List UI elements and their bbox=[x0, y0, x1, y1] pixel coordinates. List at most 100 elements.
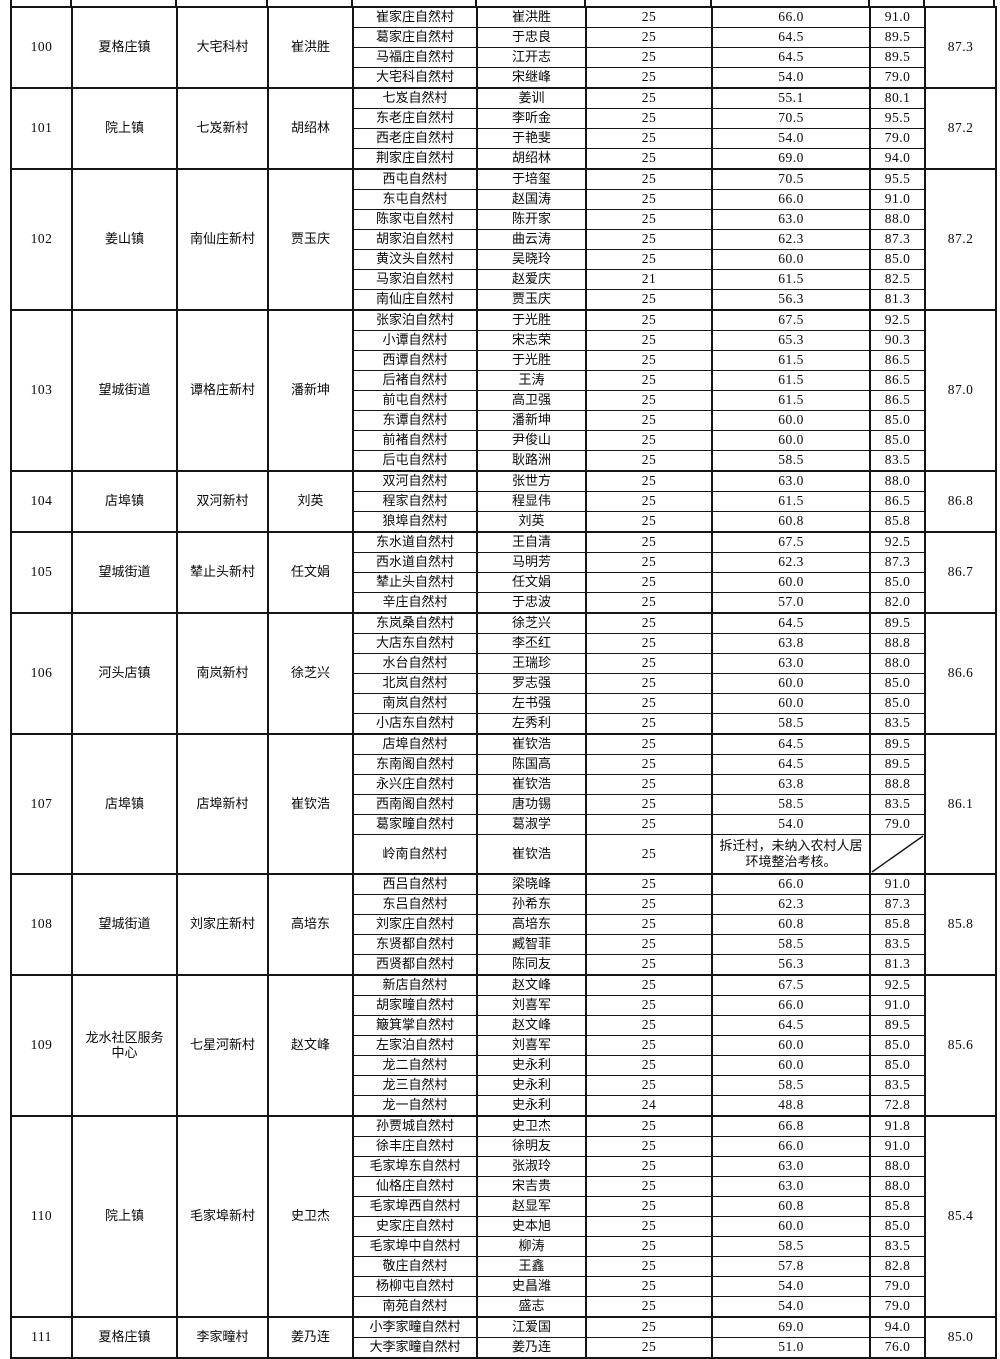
overall-score-cell: 87.2 bbox=[924, 168, 997, 311]
count-cell: 25 bbox=[585, 794, 713, 815]
score-cell: 61.5 bbox=[711, 269, 871, 290]
table-row: 荆家庄自然村 胡绍林 25 69.0 94.0 bbox=[11, 148, 996, 170]
new-village-cell: 刘家庄新村 bbox=[176, 873, 269, 976]
town-cell: 龙水社区服务中心 bbox=[71, 974, 178, 1117]
village-head-cell: 葛淑学 bbox=[476, 814, 587, 835]
score-cell: 95.5 bbox=[869, 108, 926, 129]
score-cell: 81.3 bbox=[869, 289, 926, 311]
natural-village-cell: 程家自然村 bbox=[352, 491, 478, 512]
score-cell: 85.8 bbox=[869, 914, 926, 935]
village-head-cell: 刘英 bbox=[476, 511, 587, 533]
natural-village-cell: 簸箕掌自然村 bbox=[352, 1015, 478, 1036]
count-cell: 25 bbox=[585, 450, 713, 472]
table-row: 北岚自然村 罗志强 25 60.0 85.0 bbox=[11, 673, 996, 694]
count-cell: 25 bbox=[585, 491, 713, 512]
count-cell: 25 bbox=[585, 1035, 713, 1056]
village-head-cell: 刘喜军 bbox=[476, 1035, 587, 1056]
village-head-cell: 陈开家 bbox=[476, 209, 587, 230]
score-cell: 90.3 bbox=[869, 330, 926, 351]
village-head-cell: 于培玺 bbox=[476, 168, 587, 190]
natural-village-cell: 毛家埠中自然村 bbox=[352, 1236, 478, 1257]
score-cell: 83.5 bbox=[869, 1236, 926, 1257]
score-cell: 86.5 bbox=[869, 390, 926, 411]
village-head-cell: 于光胜 bbox=[476, 309, 587, 331]
table-row: 陈家屯自然村 陈开家 25 63.0 88.0 bbox=[11, 209, 996, 230]
village-head-cell: 高培东 bbox=[476, 914, 587, 935]
village-head-cell: 赵国涛 bbox=[476, 189, 587, 210]
count-cell: 25 bbox=[585, 309, 713, 331]
village-head-cell: 赵文峰 bbox=[476, 1015, 587, 1036]
score-cell: 61.5 bbox=[711, 491, 871, 512]
new-village-cell: 毛家埠新村 bbox=[176, 1115, 269, 1318]
village-head-cell: 李听金 bbox=[476, 108, 587, 129]
count-cell: 25 bbox=[585, 633, 713, 654]
town-cell: 院上镇 bbox=[71, 1115, 178, 1318]
natural-village-cell: 徐丰庄自然村 bbox=[352, 1136, 478, 1157]
table-row: 葛家疃自然村 葛淑学 25 54.0 79.0 bbox=[11, 814, 996, 835]
count-cell: 25 bbox=[585, 754, 713, 775]
table-gridline bbox=[175, 0, 177, 6]
count-cell: 25 bbox=[585, 47, 713, 68]
village-head-cell: 徐明友 bbox=[476, 1136, 587, 1157]
score-cell: 63.8 bbox=[711, 774, 871, 795]
score-cell: 60.0 bbox=[711, 1216, 871, 1237]
village-head-cell: 史本旭 bbox=[476, 1216, 587, 1237]
score-cell: 86.5 bbox=[869, 350, 926, 371]
table-gridline bbox=[266, 0, 268, 6]
town-cell: 夏格庄镇 bbox=[71, 6, 178, 89]
town-cell: 望城街道 bbox=[71, 309, 178, 472]
new-village-cell: 七岌新村 bbox=[176, 87, 269, 170]
rank-cell: 101 bbox=[10, 87, 73, 170]
natural-village-cell: 双河自然村 bbox=[352, 470, 478, 492]
score-cell: 83.5 bbox=[869, 794, 926, 815]
natural-village-cell: 北岚自然村 bbox=[352, 673, 478, 694]
village-head-cell: 陈国高 bbox=[476, 754, 587, 775]
natural-village-cell: 左家泊自然村 bbox=[352, 1035, 478, 1056]
count-cell: 24 bbox=[585, 1095, 713, 1117]
new-village-cell: 谭格庄新村 bbox=[176, 309, 269, 472]
count-cell: 25 bbox=[585, 552, 713, 573]
score-cell: 85.0 bbox=[869, 410, 926, 431]
table-row: 仙格庄自然村 宋吉贵 25 63.0 88.0 bbox=[11, 1176, 996, 1197]
natural-village-cell: 辛庄自然村 bbox=[352, 592, 478, 614]
count-cell: 25 bbox=[585, 370, 713, 391]
count-cell: 25 bbox=[585, 6, 713, 28]
count-cell: 25 bbox=[585, 470, 713, 492]
score-cell: 63.0 bbox=[711, 1176, 871, 1197]
count-cell: 25 bbox=[585, 1276, 713, 1297]
score-cell: 85.0 bbox=[869, 572, 926, 593]
new-village-leader-cell: 任文娟 bbox=[267, 531, 354, 614]
table-row: 毛家埠东自然村 张淑玲 25 63.0 88.0 bbox=[11, 1156, 996, 1177]
table-row: 东屯自然村 赵国涛 25 66.0 91.0 bbox=[11, 189, 996, 210]
count-cell: 25 bbox=[585, 1015, 713, 1036]
score-cell: 88.8 bbox=[869, 774, 926, 795]
table-row: 东吕自然村 孙希东 25 62.3 87.3 bbox=[11, 894, 996, 915]
score-cell: 83.5 bbox=[869, 934, 926, 955]
table-row: 103 望城街道 谭格庄新村 潘新坤 张家泊自然村 于光胜 25 67.5 92.5 87.0 bbox=[10, 309, 997, 472]
natural-village-cell: 前屯自然村 bbox=[352, 390, 478, 411]
score-cell: 63.0 bbox=[711, 653, 871, 674]
natural-village-cell: 东屯自然村 bbox=[352, 189, 478, 210]
new-village-leader-cell: 赵文峰 bbox=[267, 974, 354, 1117]
village-head-cell: 王鑫 bbox=[476, 1256, 587, 1277]
score-cell: 54.0 bbox=[711, 814, 871, 835]
score-cell: 86.5 bbox=[869, 491, 926, 512]
count-cell: 25 bbox=[585, 168, 713, 190]
natural-village-cell: 刘家庄自然村 bbox=[352, 914, 478, 935]
table-row: 前屯自然村 高卫强 25 61.5 86.5 bbox=[11, 390, 996, 411]
village-head-cell: 于忠良 bbox=[476, 27, 587, 48]
score-cell: 60.0 bbox=[711, 1055, 871, 1076]
natural-village-cell: 小店东自然村 bbox=[352, 713, 478, 735]
overall-score-cell: 85.0 bbox=[924, 1316, 997, 1359]
score-cell: 83.5 bbox=[869, 1075, 926, 1096]
table-row: 龙一自然村 史永利 24 48.8 72.8 bbox=[11, 1095, 996, 1117]
natural-village-cell: 大店东自然村 bbox=[352, 633, 478, 654]
new-village-leader-cell: 高培东 bbox=[267, 873, 354, 976]
table-row: 101 院上镇 七岌新村 胡绍林 七岌自然村 姜训 25 55.1 80.1 87.2 bbox=[10, 87, 997, 170]
score-cell: 79.0 bbox=[869, 814, 926, 835]
village-head-cell: 王涛 bbox=[476, 370, 587, 391]
new-village-cell: 李家疃村 bbox=[176, 1316, 269, 1359]
score-cell: 64.5 bbox=[711, 754, 871, 775]
count-cell: 25 bbox=[585, 592, 713, 614]
table-row: 马家泊自然村 赵爱庆 21 61.5 82.5 bbox=[11, 269, 996, 290]
